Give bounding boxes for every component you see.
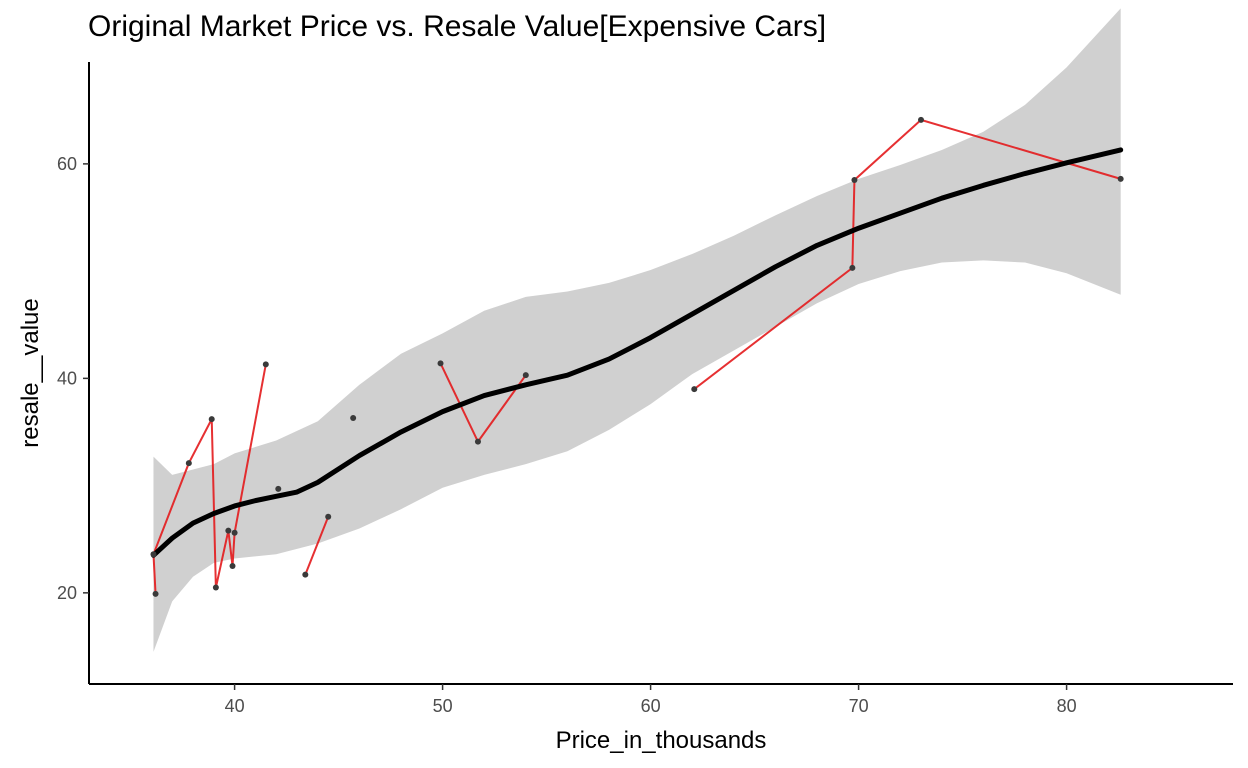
- x-tick-label: 50: [433, 696, 453, 716]
- data-point: [229, 563, 236, 570]
- data-point: [275, 485, 282, 492]
- connector-line: [304, 516, 330, 575]
- y-tick-label: 40: [57, 368, 77, 388]
- x-tick-label: 70: [849, 696, 869, 716]
- data-point: [918, 116, 924, 123]
- axes: 40 50 60 70 80 20 40 60: [57, 62, 1233, 716]
- data-points-layer: [150, 116, 1124, 597]
- data-point: [231, 529, 238, 536]
- x-axis-title: Price_in_thousands: [556, 727, 767, 754]
- x-tick-label: 60: [641, 696, 661, 716]
- data-point: [849, 264, 856, 271]
- data-point: [262, 361, 269, 368]
- confidence-band: [153, 8, 1121, 652]
- data-point: [522, 372, 529, 379]
- data-point: [1117, 175, 1124, 182]
- y-axis-title: resale__value: [17, 298, 44, 447]
- x-tick-label: 40: [225, 696, 245, 716]
- data-point: [691, 386, 698, 393]
- data-point: [350, 415, 357, 422]
- data-point: [474, 438, 481, 445]
- y-tick-label: 20: [57, 583, 77, 603]
- data-point: [208, 416, 215, 423]
- data-point: [437, 360, 444, 367]
- data-point: [212, 584, 219, 591]
- data-point: [325, 513, 332, 520]
- chart-title: Original Market Price vs. Resale Value[E…: [88, 10, 827, 43]
- data-point: [185, 460, 192, 467]
- y-tick-label: 60: [57, 154, 77, 174]
- x-tick-label: 80: [1057, 696, 1077, 716]
- data-point: [225, 527, 232, 534]
- smooth-line-layer: [150, 147, 1124, 558]
- confidence-band-layer: [153, 8, 1121, 652]
- data-point: [302, 571, 309, 578]
- data-point: [150, 551, 157, 558]
- data-point: [152, 590, 159, 597]
- data-point: [851, 176, 858, 183]
- smooth-trend-line: [150, 147, 1124, 558]
